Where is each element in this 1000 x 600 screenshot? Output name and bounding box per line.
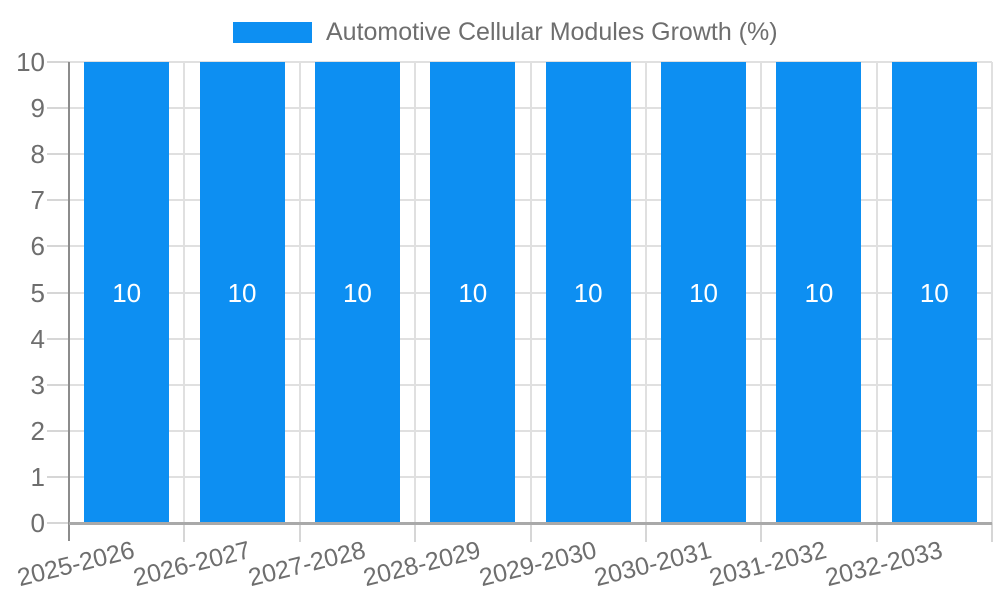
x-tick (991, 523, 993, 542)
bar-value-label: 10 (112, 277, 142, 308)
bar (314, 62, 400, 523)
bar (430, 62, 516, 523)
x-tick (529, 523, 532, 542)
x-gridline (414, 62, 417, 523)
x-gridline (298, 62, 301, 523)
y-axis-label: 4 (30, 323, 45, 354)
y-axis-label: 2 (30, 415, 45, 446)
y-axis-label: 6 (30, 231, 45, 262)
x-axis-label: 2032-2033 (822, 536, 946, 593)
y-tick (47, 245, 69, 248)
x-gridline (991, 62, 993, 523)
x-axis-label: 2030-2031 (591, 536, 715, 593)
y-tick (47, 153, 69, 156)
y-axis-label: 0 (30, 508, 45, 538)
y-axis-label: 3 (30, 369, 45, 400)
x-axis-line (69, 522, 992, 525)
x-tick (875, 523, 878, 542)
bar (891, 62, 977, 523)
bar-value-label: 10 (573, 277, 603, 308)
x-tick (760, 523, 763, 542)
x-tick (414, 523, 417, 542)
bar-value-label: 10 (227, 277, 257, 308)
bar-value-label: 10 (458, 277, 488, 308)
y-axis-label: 10 (16, 47, 45, 77)
legend-label: Automotive Cellular Modules Growth (%) (326, 18, 778, 46)
bar (545, 62, 631, 523)
x-tick (298, 523, 301, 542)
bar-value-label: 10 (342, 277, 372, 308)
bar-value-label: 10 (804, 277, 834, 308)
x-axis-label: 2025-2026 (14, 536, 138, 593)
y-tick (47, 522, 69, 524)
x-axis-label: 2028-2029 (360, 536, 484, 593)
y-tick (47, 383, 69, 386)
x-tick (183, 523, 186, 542)
y-tick (47, 337, 69, 340)
legend-swatch (233, 22, 312, 43)
x-gridline (529, 62, 532, 523)
x-tick (644, 523, 647, 542)
y-tick (47, 199, 69, 202)
bar (776, 62, 862, 523)
y-tick (47, 475, 69, 478)
x-gridline (875, 62, 878, 523)
bar-value-label: 10 (689, 277, 719, 308)
x-gridline (760, 62, 763, 523)
y-axis-label: 5 (30, 277, 45, 308)
x-axis-label: 2026-2027 (130, 536, 253, 593)
bar (199, 62, 285, 523)
y-axis-label: 9 (30, 93, 45, 124)
y-tick (47, 107, 69, 110)
x-axis-label: 2027-2028 (245, 536, 369, 593)
y-axis-line (68, 62, 70, 541)
y-tick (47, 429, 69, 432)
bar-value-label: 10 (919, 277, 949, 308)
y-axis-label: 8 (30, 139, 45, 170)
bar (661, 62, 747, 523)
bar (84, 62, 170, 523)
y-axis-label: 1 (30, 461, 45, 492)
y-axis-label: 7 (30, 185, 45, 216)
x-gridline (644, 62, 647, 523)
x-axis-label: 2031-2032 (706, 536, 830, 593)
y-tick (47, 61, 69, 63)
y-tick (47, 291, 69, 294)
x-gridline (183, 62, 186, 523)
x-axis-label: 2029-2030 (476, 536, 599, 593)
